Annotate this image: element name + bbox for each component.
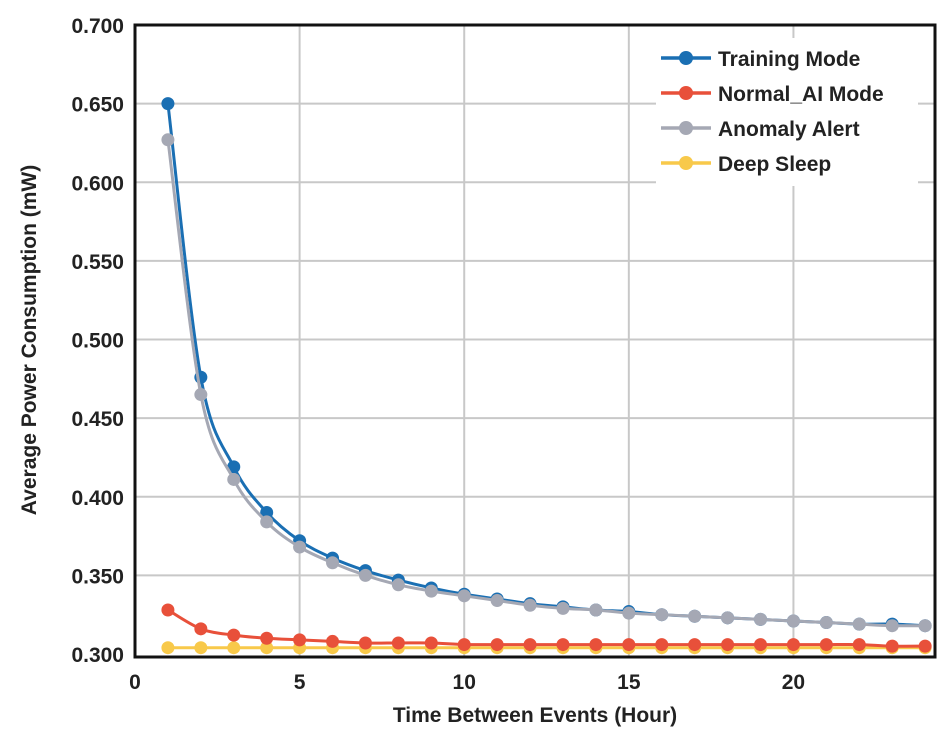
data-point (161, 603, 175, 617)
legend-marker (679, 86, 693, 100)
data-point (260, 641, 274, 655)
x-tick-label: 15 (617, 671, 641, 694)
legend-marker (679, 51, 693, 65)
data-point (457, 638, 471, 652)
data-point (260, 515, 274, 529)
legend-marker (679, 156, 693, 170)
data-point (721, 638, 735, 652)
x-tick-label: 20 (782, 671, 805, 694)
data-point (227, 628, 241, 642)
series-group (161, 97, 932, 655)
data-point (358, 636, 372, 650)
plot-border (133, 23, 937, 659)
data-point (721, 611, 735, 625)
data-point (655, 608, 669, 622)
legend-marker (679, 121, 693, 135)
data-point (819, 638, 833, 652)
data-point (523, 598, 537, 612)
data-point (688, 609, 702, 623)
y-tick-label: 0.350 (71, 565, 124, 588)
data-point (556, 638, 570, 652)
data-point (194, 641, 208, 655)
data-point (227, 472, 241, 486)
data-point (852, 638, 866, 652)
series-line-anomaly-alert (166, 139, 926, 628)
legend-label: Deep Sleep (718, 153, 831, 176)
x-tick-label: 10 (453, 671, 476, 694)
y-tick-label: 0.550 (71, 251, 124, 274)
data-point (589, 638, 603, 652)
x-tick-label: 5 (294, 671, 306, 694)
data-point (918, 639, 932, 653)
y-tick-label: 0.500 (71, 330, 124, 353)
y-tick-label: 0.600 (71, 172, 124, 195)
x-axis-label: Time Between Events (Hour) (393, 704, 677, 727)
data-point (655, 638, 669, 652)
data-point (786, 614, 800, 628)
y-tick-label: 0.300 (71, 644, 124, 667)
y-tick-label: 0.400 (71, 487, 124, 510)
data-point (490, 594, 504, 608)
data-point (227, 641, 241, 655)
data-point (457, 589, 471, 603)
legend-label: Training Mode (718, 48, 860, 71)
data-point (161, 133, 175, 147)
tick-labels: 0 5 10 15 20 0.300 0.350 0.400 0.450 0.500 0.550 0.… (71, 15, 805, 694)
y-tick-label: 0.700 (71, 15, 124, 38)
data-point (589, 603, 603, 617)
data-point (293, 540, 307, 554)
data-point (424, 636, 438, 650)
data-point (523, 638, 537, 652)
data-point (391, 636, 405, 650)
data-point (326, 556, 340, 570)
data-point (852, 617, 866, 631)
data-point (819, 616, 833, 630)
data-point (194, 622, 208, 636)
data-point (260, 631, 274, 645)
data-point (424, 584, 438, 598)
data-point (358, 568, 372, 582)
data-point (622, 638, 636, 652)
legend-label: Normal_AI Mode (718, 83, 884, 106)
data-point (622, 606, 636, 620)
data-point (885, 639, 899, 653)
data-point (786, 638, 800, 652)
data-point (227, 460, 241, 474)
data-point (490, 638, 504, 652)
y-tick-label: 0.450 (71, 408, 124, 431)
x-tick-label: 0 (129, 671, 141, 694)
data-point (885, 619, 899, 633)
data-point (161, 97, 175, 111)
legend: Training Mode Normal_AI Mode Anomaly Alert… (656, 38, 918, 186)
data-point (918, 619, 932, 633)
data-point (688, 638, 702, 652)
legend-label: Anomaly Alert (718, 118, 860, 141)
series-line-normal-ai-mode (167, 608, 926, 648)
data-point (391, 578, 405, 592)
data-point (293, 633, 307, 647)
data-point (194, 388, 208, 402)
data-point (161, 641, 175, 655)
data-point (326, 634, 340, 648)
y-axis-label: Average Power Consumption (mW) (18, 165, 41, 515)
y-tick-label: 0.650 (71, 94, 124, 117)
data-point (754, 612, 768, 626)
data-point (754, 638, 768, 652)
data-point (556, 601, 570, 615)
data-point (260, 505, 274, 519)
